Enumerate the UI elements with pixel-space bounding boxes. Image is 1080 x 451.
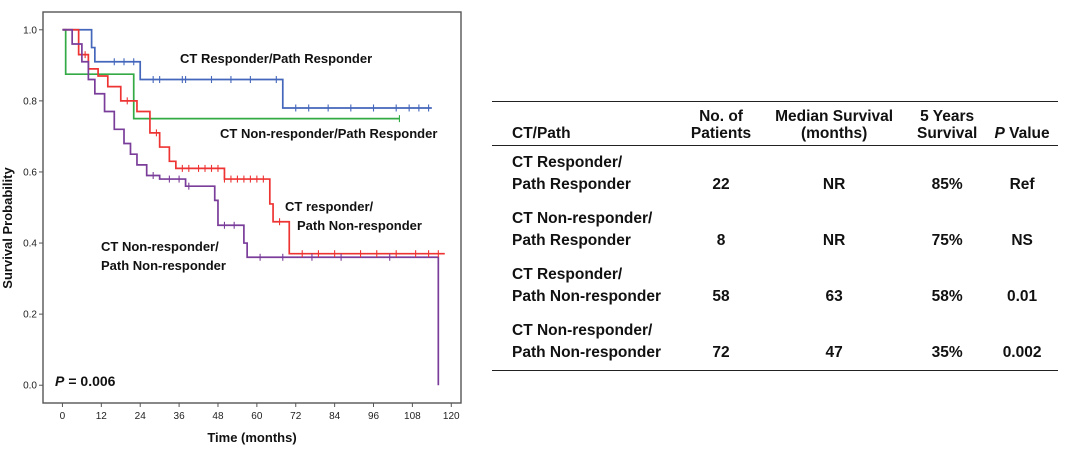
x-tick-label: 0 [60,411,66,422]
median-cell: 63 [825,288,843,305]
y-tick-label: 0.8 [23,96,37,107]
p-value-text: = 0.006 [68,373,115,389]
five-year-cell: 35% [931,344,963,361]
median-cell: NR [822,176,846,193]
p-value-cell: Ref [1009,176,1035,193]
x-tick-label: 72 [290,411,302,422]
y-axis: 0.0 0.2 0.4 0.6 0.8 1.0 [23,25,43,392]
table-header: CT/Path No. of Patients Median Survival (mon… [492,101,1058,146]
x-tick-label: 36 [174,411,186,422]
x-tick-label: 108 [404,411,421,422]
x-tick-label: 120 [443,411,460,422]
y-tick-label: 0.4 [23,239,37,250]
table-header-row: CT/Path No. of Patients Median Survival (mon… [492,101,1058,146]
table-row: CT Responder/Path Non-responder 58 63 58% 0.… [492,258,1058,314]
x-tick-label: 60 [251,411,263,422]
x-tick-label: 84 [329,411,341,422]
curve-label-4: CT Non-responder/Path Non-responder [101,239,226,273]
x-axis-title: Time (months) [207,430,296,445]
x-axis: 0 12 24 36 48 60 72 84 96 108 120 [60,403,460,422]
survival-curve-3 [62,28,445,255]
summary-table: CT/Path No. of Patients Median Survival (mon… [492,101,1058,371]
survival-curve-4 [62,28,440,386]
p-value-cell: 0.01 [1007,288,1038,305]
table-header-cell: P Value [994,125,1050,142]
y-axis-title: Survival Probability [0,167,15,289]
median-cell: NR [822,232,846,249]
x-tick-label: 12 [96,411,108,422]
table-row: CT Non-responder/Path Responder 8 NR 75% NS [492,202,1058,258]
x-tick-label: 96 [368,411,380,422]
p-value-cell: 0.002 [1002,344,1042,361]
curve-labels: CT Responder/Path Responder CT Non-respon… [101,51,437,273]
median-cell: 47 [825,344,843,361]
curve-label-3: CT responder/Path Non-responder [285,199,422,233]
table-body: CT Responder/Path Responder 22 NR 85% Ref CT … [492,146,1058,371]
y-tick-label: 1.0 [23,25,37,36]
group-cell: CT Responder/Path Non-responder [512,266,661,305]
survival-chart: 0.0 0.2 0.4 0.6 0.8 1.0 0 12 24 36 48 60 72 84 96 108 1… [0,11,462,445]
patients-cell: 22 [712,176,730,193]
table-header-cell: CT/Path [512,125,571,142]
table-row: CT Responder/Path Responder 22 NR 85% Ref [492,146,1058,203]
patients-cell: 8 [716,232,726,249]
p-value-symbol: P [55,373,65,389]
patients-cell: 72 [712,344,730,361]
five-year-cell: 85% [931,176,963,193]
censor-marks [84,51,439,261]
x-tick-label: 24 [135,411,147,422]
y-tick-label: 0.0 [23,381,37,392]
table-header-cell: 5 Years Survival [916,108,978,142]
group-cell: CT Responder/Path Responder [512,154,631,193]
survival-curves [62,28,445,386]
table-row: CT Non-responder/Path Non-responder 72 47 3… [492,314,1058,371]
five-year-cell: 75% [931,232,963,249]
x-tick-label: 48 [212,411,224,422]
table-header-cell: Median Survival (months) [775,108,894,142]
p-value-annotation: P = 0.006 [55,373,116,389]
group-cell: CT Non-responder/Path Non-responder [512,322,661,361]
group-cell: CT Non-responder/Path Responder [512,210,653,249]
patients-cell: 58 [712,288,730,305]
curve-label-2: CT Non-responder/Path Responder [220,126,437,141]
plot-frame [42,11,462,404]
p-value-cell: NS [1011,232,1033,249]
survival-curve-1 [62,28,432,109]
y-tick-label: 0.6 [23,167,37,178]
five-year-cell: 58% [931,288,963,305]
y-tick-label: 0.2 [23,310,37,321]
curve-label-1: CT Responder/Path Responder [180,51,372,66]
table-header-cell: No. of Patients [690,108,752,142]
